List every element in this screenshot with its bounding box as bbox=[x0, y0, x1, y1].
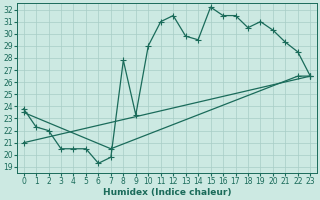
X-axis label: Humidex (Indice chaleur): Humidex (Indice chaleur) bbox=[103, 188, 231, 197]
